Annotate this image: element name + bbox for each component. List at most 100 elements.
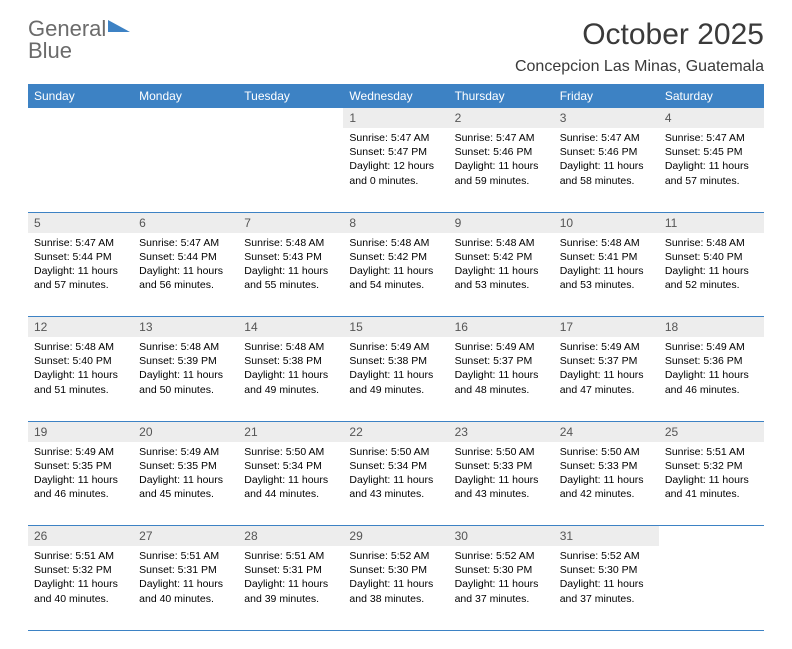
daylight-line: Daylight: 11 hours and 56 minutes. — [139, 264, 232, 292]
day-cell: Sunrise: 5:49 AMSunset: 5:36 PMDaylight:… — [659, 337, 764, 421]
sunrise-line: Sunrise: 5:50 AM — [455, 445, 548, 459]
daylight-line: Daylight: 11 hours and 39 minutes. — [244, 577, 337, 605]
sunrise-line: Sunrise: 5:47 AM — [349, 131, 442, 145]
sunrise-line: Sunrise: 5:47 AM — [34, 236, 127, 250]
daylight-line: Daylight: 11 hours and 52 minutes. — [665, 264, 758, 292]
sunrise-line: Sunrise: 5:47 AM — [139, 236, 232, 250]
logo-word1: General — [28, 18, 106, 40]
sunrise-line: Sunrise: 5:47 AM — [560, 131, 653, 145]
sunrise-line: Sunrise: 5:52 AM — [560, 549, 653, 563]
sunrise-line: Sunrise: 5:49 AM — [34, 445, 127, 459]
day-number: 3 — [554, 108, 659, 128]
sunset-line: Sunset: 5:31 PM — [244, 563, 337, 577]
sunrise-line: Sunrise: 5:47 AM — [665, 131, 758, 145]
day-number: 24 — [554, 421, 659, 442]
day-number: 6 — [133, 212, 238, 233]
day-info: Sunrise: 5:52 AMSunset: 5:30 PMDaylight:… — [449, 546, 554, 612]
sunset-line: Sunset: 5:41 PM — [560, 250, 653, 264]
day-info: Sunrise: 5:48 AMSunset: 5:40 PMDaylight:… — [28, 337, 133, 403]
day-info: Sunrise: 5:49 AMSunset: 5:35 PMDaylight:… — [133, 442, 238, 508]
day-cell: Sunrise: 5:48 AMSunset: 5:39 PMDaylight:… — [133, 337, 238, 421]
day-cell: Sunrise: 5:52 AMSunset: 5:30 PMDaylight:… — [343, 546, 448, 630]
day-cell: Sunrise: 5:49 AMSunset: 5:35 PMDaylight:… — [133, 442, 238, 526]
day-cell — [238, 128, 343, 212]
day-number: 10 — [554, 212, 659, 233]
sunset-line: Sunset: 5:40 PM — [34, 354, 127, 368]
sunset-line: Sunset: 5:46 PM — [455, 145, 548, 159]
day-cell: Sunrise: 5:50 AMSunset: 5:34 PMDaylight:… — [238, 442, 343, 526]
sunset-line: Sunset: 5:34 PM — [349, 459, 442, 473]
day-cell: Sunrise: 5:52 AMSunset: 5:30 PMDaylight:… — [554, 546, 659, 630]
day-number: 20 — [133, 421, 238, 442]
day-number: 29 — [343, 526, 448, 547]
weekday-header: Friday — [554, 84, 659, 108]
sunrise-line: Sunrise: 5:49 AM — [560, 340, 653, 354]
sunrise-line: Sunrise: 5:48 AM — [139, 340, 232, 354]
info-row: Sunrise: 5:48 AM Sunset: 5:40 PM Daylight:… — [28, 337, 764, 421]
day-cell: Sunrise: 5:48 AMSunset: 5:40 PMDaylight:… — [659, 233, 764, 317]
day-info: Sunrise: 5:47 AMSunset: 5:45 PMDaylight:… — [659, 128, 764, 194]
day-info: Sunrise: 5:49 AMSunset: 5:36 PMDaylight:… — [659, 337, 764, 403]
day-number: 30 — [449, 526, 554, 547]
calendar-table: Sunday Monday Tuesday Wednesday Thursday… — [28, 84, 764, 631]
sunset-line: Sunset: 5:44 PM — [139, 250, 232, 264]
calendar-body: 1234Sunrise: 5:47 AMSunset: 5:47 PMDayli… — [28, 108, 764, 630]
day-cell: Sunrise: 5:50 AMSunset: 5:34 PMDaylight:… — [343, 442, 448, 526]
day-cell: Sunrise: 5:50 AMSunset: 5:33 PMDaylight:… — [554, 442, 659, 526]
sunset-line: Sunset: 5:38 PM — [244, 354, 337, 368]
sunrise-line: Sunrise: 5:50 AM — [244, 445, 337, 459]
sunset-line: Sunset: 5:36 PM — [665, 354, 758, 368]
daylight-line: Daylight: 11 hours and 46 minutes. — [665, 368, 758, 396]
daylight-line: Daylight: 11 hours and 49 minutes. — [349, 368, 442, 396]
day-info: Sunrise: 5:50 AMSunset: 5:33 PMDaylight:… — [554, 442, 659, 508]
day-info: Sunrise: 5:48 AMSunset: 5:42 PMDaylight:… — [343, 233, 448, 299]
day-number — [238, 108, 343, 128]
day-number: 14 — [238, 317, 343, 338]
daylight-line: Daylight: 11 hours and 40 minutes. — [34, 577, 127, 605]
day-info: Sunrise: 5:47 AMSunset: 5:46 PMDaylight:… — [554, 128, 659, 194]
weekday-header: Monday — [133, 84, 238, 108]
day-cell: Sunrise: 5:48 AMSunset: 5:43 PMDaylight:… — [238, 233, 343, 317]
sunset-line: Sunset: 5:30 PM — [560, 563, 653, 577]
day-cell: Sunrise: 5:48 AMSunset: 5:42 PMDaylight:… — [449, 233, 554, 317]
day-number: 17 — [554, 317, 659, 338]
day-info: Sunrise: 5:51 AMSunset: 5:32 PMDaylight:… — [659, 442, 764, 508]
page-title: October 2025 — [515, 18, 764, 52]
sunrise-line: Sunrise: 5:52 AM — [349, 549, 442, 563]
weekday-header: Thursday — [449, 84, 554, 108]
sunset-line: Sunset: 5:37 PM — [560, 354, 653, 368]
day-number: 4 — [659, 108, 764, 128]
daylight-line: Daylight: 11 hours and 43 minutes. — [349, 473, 442, 501]
sunset-line: Sunset: 5:31 PM — [139, 563, 232, 577]
daynum-row: 19202122232425 — [28, 421, 764, 442]
info-row: Sunrise: 5:51 AMSunset: 5:32 PMDaylight:… — [28, 546, 764, 630]
day-cell: Sunrise: 5:51 AMSunset: 5:32 PMDaylight:… — [659, 442, 764, 526]
day-info: Sunrise: 5:51 AMSunset: 5:32 PMDaylight:… — [28, 546, 133, 612]
day-number — [133, 108, 238, 128]
daylight-line: Daylight: 11 hours and 47 minutes. — [560, 368, 653, 396]
header: General Blue October 2025 Concepcion Las… — [28, 18, 764, 76]
day-number: 26 — [28, 526, 133, 547]
daylight-line: Daylight: 11 hours and 59 minutes. — [455, 159, 548, 187]
sunset-line: Sunset: 5:44 PM — [34, 250, 127, 264]
info-row: Sunrise: 5:47 AMSunset: 5:47 PMDaylight:… — [28, 128, 764, 212]
day-info: Sunrise: 5:49 AMSunset: 5:38 PMDaylight:… — [343, 337, 448, 403]
sunset-line: Sunset: 5:33 PM — [455, 459, 548, 473]
daynum-row: 567891011 — [28, 212, 764, 233]
sunset-line: Sunset: 5:40 PM — [665, 250, 758, 264]
sunset-line: Sunset: 5:42 PM — [455, 250, 548, 264]
day-cell: Sunrise: 5:47 AMSunset: 5:44 PMDaylight:… — [28, 233, 133, 317]
day-info: Sunrise: 5:47 AMSunset: 5:44 PMDaylight:… — [28, 233, 133, 299]
sunrise-line: Sunrise: 5:48 AM — [244, 340, 337, 354]
sunrise-line: Sunrise: 5:51 AM — [34, 549, 127, 563]
daylight-line: Daylight: 11 hours and 44 minutes. — [244, 473, 337, 501]
daylight-line: Daylight: 11 hours and 49 minutes. — [244, 368, 337, 396]
day-info: Sunrise: 5:48 AMSunset: 5:40 PMDaylight:… — [659, 233, 764, 299]
day-cell: Sunrise: 5:49 AMSunset: 5:38 PMDaylight:… — [343, 337, 448, 421]
title-block: October 2025 Concepcion Las Minas, Guate… — [515, 18, 764, 76]
logo-word2: Blue — [28, 40, 106, 62]
logo: General Blue — [28, 18, 130, 62]
daylight-line: Daylight: 11 hours and 45 minutes. — [139, 473, 232, 501]
day-cell: Sunrise: 5:47 AMSunset: 5:45 PMDaylight:… — [659, 128, 764, 212]
day-cell: Sunrise: 5:49 AMSunset: 5:37 PMDaylight:… — [554, 337, 659, 421]
